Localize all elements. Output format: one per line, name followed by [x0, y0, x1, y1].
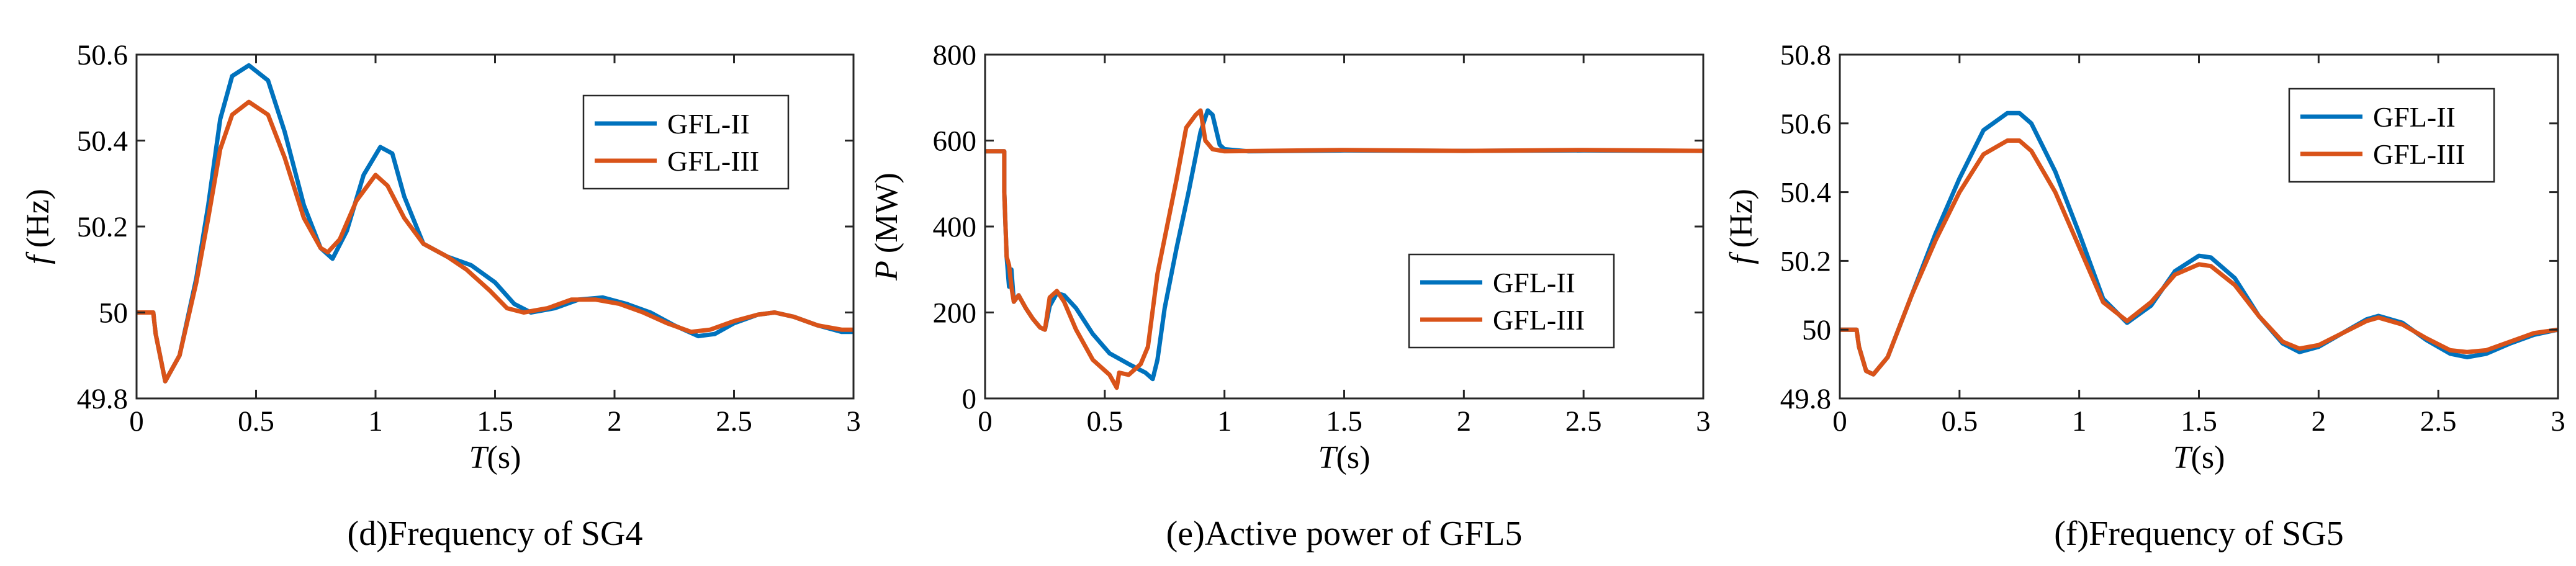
x-tick-label: 0.5	[238, 405, 274, 438]
legend-label-2: GFL-III	[1493, 304, 1585, 336]
figure: 0 0.5 1 1.5 2 2.5 349.85050.250.450.6T(s)f(Hz)…	[0, 0, 2576, 566]
y-tick-label: 50.8	[1780, 39, 1831, 71]
x-tick-label: 2.5	[2420, 405, 2457, 438]
y-axis-label: f (Hz)	[20, 189, 56, 264]
x-tick-label: 1	[2072, 405, 2087, 438]
x-tick-label: 2.5	[1565, 405, 1602, 438]
y-tick-label: 50	[1802, 314, 1831, 346]
x-tick-label: 2	[1457, 405, 1472, 438]
y-tick-label: 50.4	[1780, 177, 1831, 209]
chart-caption: (d)Frequency of SG4	[348, 514, 643, 553]
y-tick-label: 50.2	[1780, 245, 1831, 277]
x-tick-label: 2	[2312, 405, 2326, 438]
x-tick-label: 0	[1832, 405, 1847, 438]
x-tick-label: 3	[2551, 405, 2565, 438]
y-axis-label: P (MW)	[869, 173, 904, 281]
y-tick-label: 49.8	[1780, 383, 1831, 415]
y-axis-var: f	[1724, 251, 1759, 264]
y-tick-label: 400	[933, 211, 977, 243]
x-tick-label: 0	[129, 405, 144, 438]
legend: GFL-II GFL-III	[583, 96, 788, 189]
y-tick-label: 800	[933, 39, 977, 71]
y-tick-label: 50	[99, 297, 128, 330]
x-axis-var: T	[469, 440, 489, 475]
chart-caption: (f)Frequency of SG5	[2054, 514, 2344, 553]
y-axis-unit: (Hz)	[20, 189, 56, 248]
x-tick-label: 1	[1217, 405, 1232, 438]
legend-label-2: GFL-III	[667, 145, 759, 177]
legend: GFL-II GFL-III	[1409, 254, 1614, 348]
x-tick-label: 1.5	[1326, 405, 1362, 438]
legend: GFL-II GFL-III	[2289, 89, 2494, 182]
legend-label-2: GFL-III	[2373, 138, 2465, 170]
y-axis-unit: (MW)	[869, 173, 904, 253]
x-axis-unit: (s)	[1336, 440, 1371, 475]
y-axis-var: P	[869, 261, 904, 281]
x-tick-label: 1.5	[2181, 405, 2217, 438]
x-tick-label: 0.5	[1941, 405, 1978, 438]
x-axis-var: T	[2173, 440, 2193, 475]
y-axis-var: f	[20, 251, 56, 264]
x-axis-label: T(s)	[469, 440, 521, 475]
x-tick-label: 2	[607, 405, 622, 438]
y-tick-label: 49.8	[77, 383, 128, 415]
y-tick-label: 50.6	[77, 39, 128, 71]
y-tick-label: 200	[933, 297, 977, 330]
x-axis-unit: (s)	[2191, 440, 2225, 475]
y-axis-unit: (Hz)	[1724, 189, 1759, 248]
x-tick-label: 2.5	[716, 405, 752, 438]
legend-label-1: GFL-II	[667, 108, 750, 140]
chart-panel-0: 0 0.5 1 1.5 2 2.5 3 49.8 50 50.2 50.4 50.6 T(s) f (Hz)…	[20, 39, 861, 553]
chart-panel-1: 0 0.5 1 1.5 2 2.5 3 0 200 400 600 800 T(s) P (MW) (e)Ac…	[869, 39, 1711, 553]
legend-label-1: GFL-II	[2373, 101, 2456, 133]
x-tick-label: 1.5	[477, 405, 513, 438]
y-tick-label: 600	[933, 125, 977, 158]
chart-panel-2: 0 0.5 1 1.5 2 2.5 3 49.8 50 50.2 50.4 50.6 50.8 T(s) f…	[1724, 39, 2565, 553]
chart-caption: (e)Active power of GFL5	[1166, 514, 1523, 553]
x-tick-label: 1	[368, 405, 383, 438]
y-tick-label: 50.2	[77, 211, 128, 243]
x-tick-label: 3	[1696, 405, 1711, 438]
y-tick-label: 0	[962, 383, 977, 415]
legend-label-1: GFL-II	[1493, 267, 1575, 299]
x-tick-label: 0.5	[1086, 405, 1123, 438]
y-tick-label: 50.6	[1780, 108, 1831, 140]
x-axis-label: T(s)	[1318, 440, 1371, 475]
x-tick-label: 3	[846, 405, 861, 438]
x-axis-label: T(s)	[2173, 440, 2225, 475]
x-axis-var: T	[1318, 440, 1338, 475]
x-tick-label: 0	[978, 405, 993, 438]
y-axis-label: f (Hz)	[1724, 189, 1759, 264]
y-tick-label: 50.4	[77, 125, 128, 158]
x-axis-unit: (s)	[487, 440, 521, 475]
